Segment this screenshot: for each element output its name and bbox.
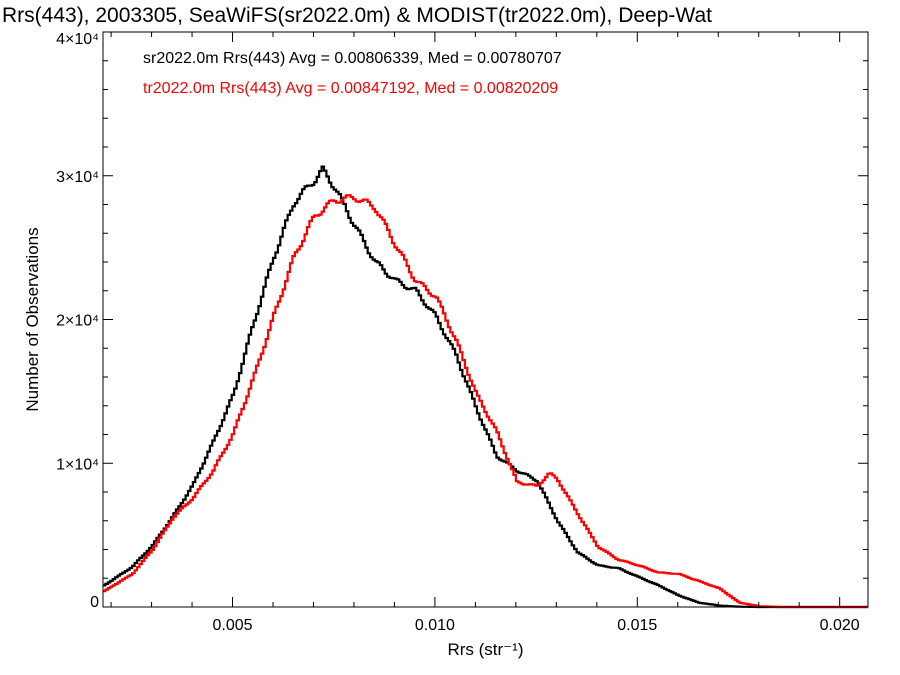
x-tick-label: 0.010 xyxy=(415,617,455,634)
y-axis-label: Number of Observations xyxy=(23,227,42,411)
y-tick-label: 3×10⁴ xyxy=(56,169,99,186)
y-tick-label: 2×10⁴ xyxy=(56,313,99,330)
y-tick-label: 1×10⁴ xyxy=(56,456,99,473)
series-line-sr2022.0m xyxy=(103,165,868,609)
y-tick-label: 0 xyxy=(90,594,99,611)
series-layer xyxy=(103,165,868,609)
chart-annotations: sr2022.0m Rrs(443) Avg = 0.00806339, Med… xyxy=(143,50,562,97)
x-tick-label: 0.005 xyxy=(213,617,253,634)
x-tick-label: 0.015 xyxy=(617,617,657,634)
chart-title: Rrs(443), 2003305, SeaWiFS(sr2022.0m) & … xyxy=(2,4,712,27)
plot-frame xyxy=(102,31,869,608)
stats-annotation: tr2022.0m Rrs(443) Avg = 0.00847192, Med… xyxy=(143,80,558,97)
y-tick-label: 4×10⁴ xyxy=(56,31,99,48)
y-axis-ticks: 0 1×10⁴ 2×10⁴ 3×10⁴ 4×10⁴ xyxy=(56,31,868,611)
x-tick-label: 0.020 xyxy=(820,617,860,634)
x-axis-label: Rrs (str⁻¹) xyxy=(447,640,523,659)
stats-annotation: sr2022.0m Rrs(443) Avg = 0.00806339, Med… xyxy=(143,50,562,67)
x-axis-ticks: 0.005 0.010 0.015 0.020 xyxy=(110,32,860,634)
series-line-tr2022.0m xyxy=(103,194,868,609)
